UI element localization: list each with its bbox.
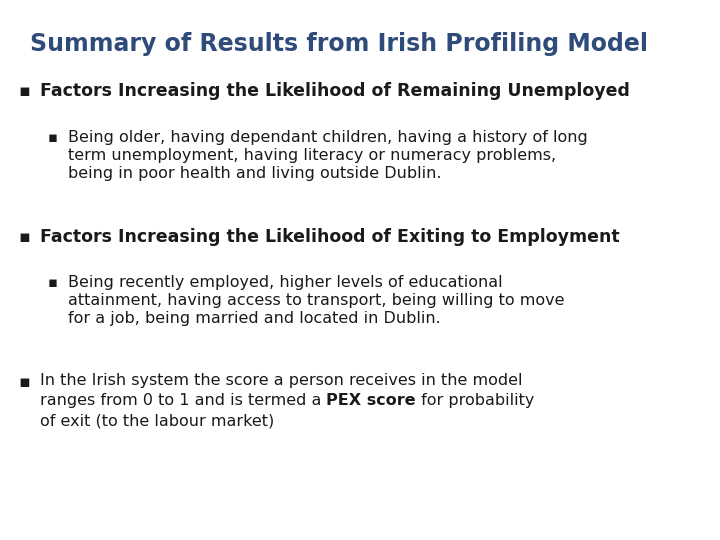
Text: ▪: ▪ (48, 275, 58, 290)
Text: ranges from 0 to 1 and is termed a: ranges from 0 to 1 and is termed a (40, 393, 326, 408)
Text: Being older, having dependant children, having a history of long: Being older, having dependant children, … (68, 130, 588, 145)
Text: Summary of Results from Irish Profiling Model: Summary of Results from Irish Profiling … (30, 32, 648, 56)
Text: attainment, having access to transport, being willing to move: attainment, having access to transport, … (68, 293, 564, 308)
Text: ▪: ▪ (18, 228, 30, 246)
Text: Factors Increasing the Likelihood of Remaining Unemployed: Factors Increasing the Likelihood of Rem… (40, 82, 630, 100)
Text: ▪: ▪ (18, 82, 30, 100)
Text: being in poor health and living outside Dublin.: being in poor health and living outside … (68, 166, 441, 181)
Text: In the Irish system the score a person receives in the model: In the Irish system the score a person r… (40, 373, 523, 388)
Text: for probability: for probability (416, 393, 534, 408)
Text: Factors Increasing the Likelihood of Exiting to Employment: Factors Increasing the Likelihood of Exi… (40, 228, 620, 246)
Text: ▪: ▪ (48, 130, 58, 145)
Text: PEX score: PEX score (326, 393, 416, 408)
Text: for a job, being married and located in Dublin.: for a job, being married and located in … (68, 311, 441, 326)
Text: term unemployment, having literacy or numeracy problems,: term unemployment, having literacy or nu… (68, 148, 556, 163)
Text: ▪: ▪ (18, 373, 30, 391)
Text: Being recently employed, higher levels of educational: Being recently employed, higher levels o… (68, 275, 503, 290)
Text: of exit (to the labour market): of exit (to the labour market) (40, 413, 274, 428)
